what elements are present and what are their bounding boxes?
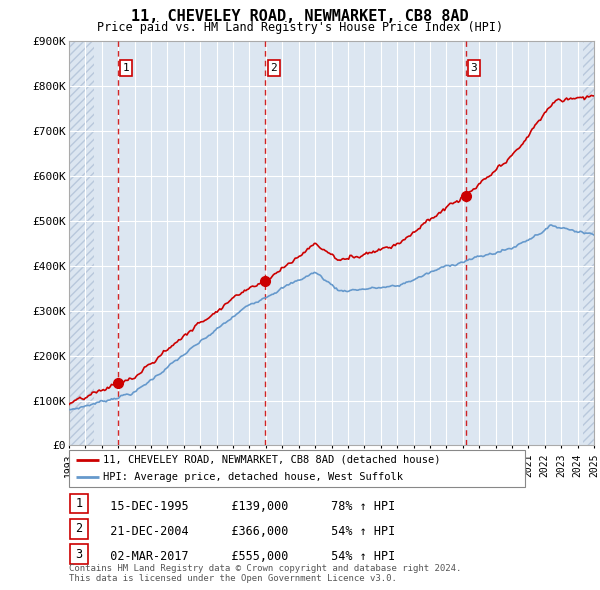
Text: 02-MAR-2017      £555,000      54% ↑ HPI: 02-MAR-2017 £555,000 54% ↑ HPI xyxy=(96,550,395,563)
Text: Contains HM Land Registry data © Crown copyright and database right 2024.: Contains HM Land Registry data © Crown c… xyxy=(69,563,461,572)
FancyBboxPatch shape xyxy=(70,494,88,513)
Text: 1: 1 xyxy=(122,63,129,73)
FancyBboxPatch shape xyxy=(70,519,88,539)
Text: 11, CHEVELEY ROAD, NEWMARKET, CB8 8AD: 11, CHEVELEY ROAD, NEWMARKET, CB8 8AD xyxy=(131,9,469,24)
Text: 3: 3 xyxy=(76,548,82,561)
Text: HPI: Average price, detached house, West Suffolk: HPI: Average price, detached house, West… xyxy=(103,472,403,481)
Text: 15-DEC-1995      £139,000      78% ↑ HPI: 15-DEC-1995 £139,000 78% ↑ HPI xyxy=(96,500,395,513)
Text: 1: 1 xyxy=(76,497,82,510)
Text: 3: 3 xyxy=(470,63,477,73)
Text: This data is licensed under the Open Government Licence v3.0.: This data is licensed under the Open Gov… xyxy=(69,574,397,583)
FancyBboxPatch shape xyxy=(70,545,88,564)
Text: 2: 2 xyxy=(76,522,82,536)
Text: 11, CHEVELEY ROAD, NEWMARKET, CB8 8AD (detached house): 11, CHEVELEY ROAD, NEWMARKET, CB8 8AD (d… xyxy=(103,455,440,464)
FancyBboxPatch shape xyxy=(69,450,525,487)
Text: Price paid vs. HM Land Registry's House Price Index (HPI): Price paid vs. HM Land Registry's House … xyxy=(97,21,503,34)
Text: 2: 2 xyxy=(271,63,277,73)
Text: 21-DEC-2004      £366,000      54% ↑ HPI: 21-DEC-2004 £366,000 54% ↑ HPI xyxy=(96,525,395,538)
